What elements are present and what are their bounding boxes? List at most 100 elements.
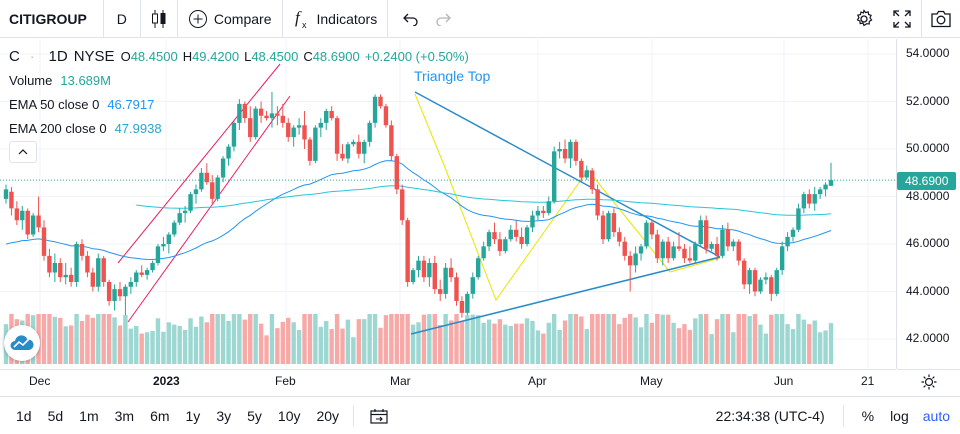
range-button-3y[interactable]: 3y xyxy=(216,407,232,424)
candle-body xyxy=(123,286,128,297)
price-axis[interactable]: 54.0000 52.0000 50.0000 48.0000 46.0000 44.00… xyxy=(896,39,960,369)
undo-button[interactable] xyxy=(388,0,426,38)
range-button-3m[interactable]: 3m xyxy=(114,407,135,424)
screenshot-button[interactable] xyxy=(922,0,960,38)
candle-body xyxy=(85,255,90,273)
compare-label: Compare xyxy=(213,10,272,27)
volume-bar xyxy=(541,333,546,364)
sun-gear-icon xyxy=(921,374,936,390)
range-button-1y[interactable]: 1y xyxy=(185,407,201,424)
auto-toggle[interactable]: auto xyxy=(922,407,950,424)
axis-settings-button[interactable] xyxy=(897,369,960,394)
volume-bar xyxy=(90,317,96,364)
volume-bar xyxy=(177,325,182,364)
time-tick-label: 2023 xyxy=(153,374,180,388)
legend-ticker[interactable]: C xyxy=(9,47,20,65)
redo-button[interactable] xyxy=(426,0,460,38)
candle-body xyxy=(90,272,96,287)
percent-toggle[interactable]: % xyxy=(861,407,875,424)
candle-body xyxy=(193,189,199,195)
candle-body xyxy=(128,282,134,287)
fullscreen-button[interactable] xyxy=(883,0,921,38)
candle-body xyxy=(36,215,41,228)
tradingview-logo[interactable] xyxy=(4,325,40,361)
volume-bar xyxy=(530,320,535,364)
ema50-legend-row[interactable]: EMA 50 close 0 46.7917 xyxy=(9,92,469,116)
volume-bar xyxy=(796,314,801,364)
volume-bar xyxy=(617,324,622,364)
log-toggle[interactable]: log xyxy=(890,407,909,424)
clock[interactable]: 22:34:38 (UTC-4) xyxy=(715,407,825,424)
volume-bar xyxy=(286,317,291,364)
collapse-legend-button[interactable] xyxy=(9,141,37,163)
candle-body xyxy=(188,194,193,211)
legend-dot: · xyxy=(29,48,35,64)
candle-body xyxy=(215,177,220,199)
candle-body xyxy=(758,279,763,292)
range-button-1d[interactable]: 1d xyxy=(16,407,32,424)
symbol-search-button[interactable]: CITIGROUP xyxy=(9,10,87,27)
volume-bar xyxy=(128,328,134,364)
volume-bar xyxy=(356,319,361,364)
volume-bar xyxy=(828,323,834,364)
interval-button[interactable]: D xyxy=(116,10,127,27)
candle-body xyxy=(546,201,551,214)
range-button-20y[interactable]: 20y xyxy=(316,407,340,424)
compare-button[interactable]: Compare xyxy=(178,0,282,38)
candle-body xyxy=(535,210,541,216)
candle-body xyxy=(150,263,155,271)
volume-bar xyxy=(573,314,579,364)
volume-bar xyxy=(367,314,372,364)
divider xyxy=(176,0,178,38)
volume-legend-row[interactable]: Volume 13.689M xyxy=(9,68,469,92)
volume-bar xyxy=(725,314,731,364)
candle-body xyxy=(410,270,416,282)
divider xyxy=(353,404,355,427)
time-tick-label: May xyxy=(640,374,663,388)
volume-bar xyxy=(416,322,421,364)
candle-body xyxy=(774,270,779,294)
volume-bar xyxy=(427,314,432,364)
candle-body xyxy=(600,215,606,240)
volume-bar xyxy=(199,316,204,364)
calendar-go-icon xyxy=(370,408,388,424)
candle-body xyxy=(611,213,617,233)
range-button-5d[interactable]: 5d xyxy=(47,407,64,424)
volume-bar xyxy=(231,314,237,364)
volume-bar xyxy=(714,319,720,364)
last-price-label: 48.6900 xyxy=(897,172,956,190)
volume-bar xyxy=(242,319,248,364)
volume-legend-value: 13.689M xyxy=(60,72,111,88)
settings-button[interactable] xyxy=(845,0,883,38)
volume-bar xyxy=(117,325,123,364)
volume-bar xyxy=(676,328,682,364)
price-tick-label: 42.0000 xyxy=(906,331,950,345)
chart-style-button[interactable] xyxy=(141,0,177,38)
time-tick-label: Mar xyxy=(390,374,411,388)
series-legend-row: C · 1D NYSE O 48.4500 H 49.4200 L 48.450… xyxy=(9,44,469,68)
pattern-label[interactable]: Triangle Top xyxy=(414,68,491,84)
volume-bar xyxy=(535,330,541,364)
candle-body xyxy=(258,108,264,116)
range-button-1m[interactable]: 1m xyxy=(79,407,99,424)
candle-body xyxy=(633,253,638,266)
go-to-date-button[interactable] xyxy=(362,408,396,424)
range-button-10y[interactable]: 10y xyxy=(277,407,301,424)
ema200-line xyxy=(136,185,832,216)
volume-bar xyxy=(448,320,454,364)
candle-body xyxy=(378,96,383,107)
ema50-legend-value: 46.7917 xyxy=(107,96,155,112)
volume-bar xyxy=(204,322,210,364)
price-tick-label: 44.0000 xyxy=(906,283,950,298)
ema200-legend-row[interactable]: EMA 200 close 0 47.9938 xyxy=(9,116,469,140)
range-button-6m[interactable]: 6m xyxy=(150,407,170,424)
time-axis[interactable]: Dec 2023 Feb Mar Apr May Jun 21 xyxy=(0,369,896,394)
volume-bar xyxy=(362,319,367,364)
candle-body xyxy=(144,270,150,275)
candle-body xyxy=(231,122,237,147)
svg-text:x: x xyxy=(302,20,307,30)
candle-body xyxy=(541,210,546,214)
volume-bar xyxy=(389,314,394,364)
range-button-5y[interactable]: 5y xyxy=(247,407,262,424)
